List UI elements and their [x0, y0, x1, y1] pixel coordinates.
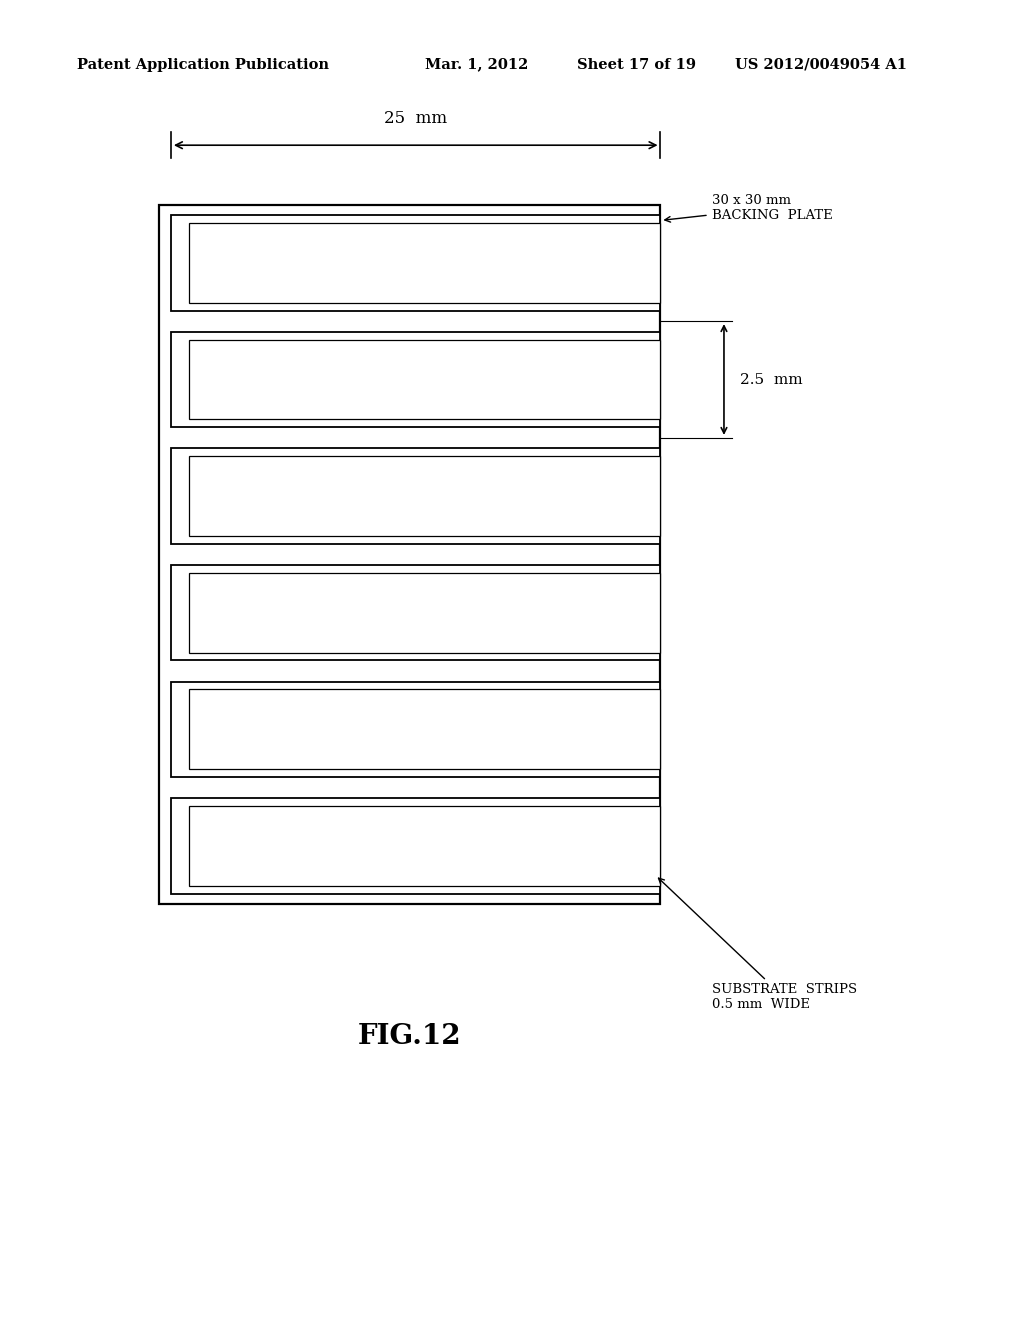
- Bar: [189, 573, 660, 652]
- Bar: [171, 681, 660, 777]
- Bar: [171, 331, 660, 428]
- Text: Patent Application Publication: Patent Application Publication: [77, 58, 329, 71]
- Text: 25  mm: 25 mm: [384, 110, 447, 127]
- Bar: [171, 449, 660, 544]
- Bar: [189, 689, 660, 770]
- Text: Mar. 1, 2012: Mar. 1, 2012: [425, 58, 528, 71]
- Text: SUBSTRATE  STRIPS
0.5 mm  WIDE: SUBSTRATE STRIPS 0.5 mm WIDE: [658, 878, 857, 1011]
- Text: 30 x 30 mm
BACKING  PLATE: 30 x 30 mm BACKING PLATE: [665, 194, 833, 222]
- Bar: [159, 205, 660, 904]
- Bar: [189, 457, 660, 536]
- Bar: [189, 223, 660, 302]
- Bar: [189, 807, 660, 886]
- Bar: [171, 799, 660, 894]
- Bar: [171, 565, 660, 660]
- Text: FIG.12: FIG.12: [357, 1023, 462, 1049]
- Bar: [171, 215, 660, 310]
- Text: 2.5  mm: 2.5 mm: [740, 372, 803, 387]
- Bar: [189, 339, 660, 420]
- Text: US 2012/0049054 A1: US 2012/0049054 A1: [735, 58, 907, 71]
- Text: Sheet 17 of 19: Sheet 17 of 19: [577, 58, 695, 71]
